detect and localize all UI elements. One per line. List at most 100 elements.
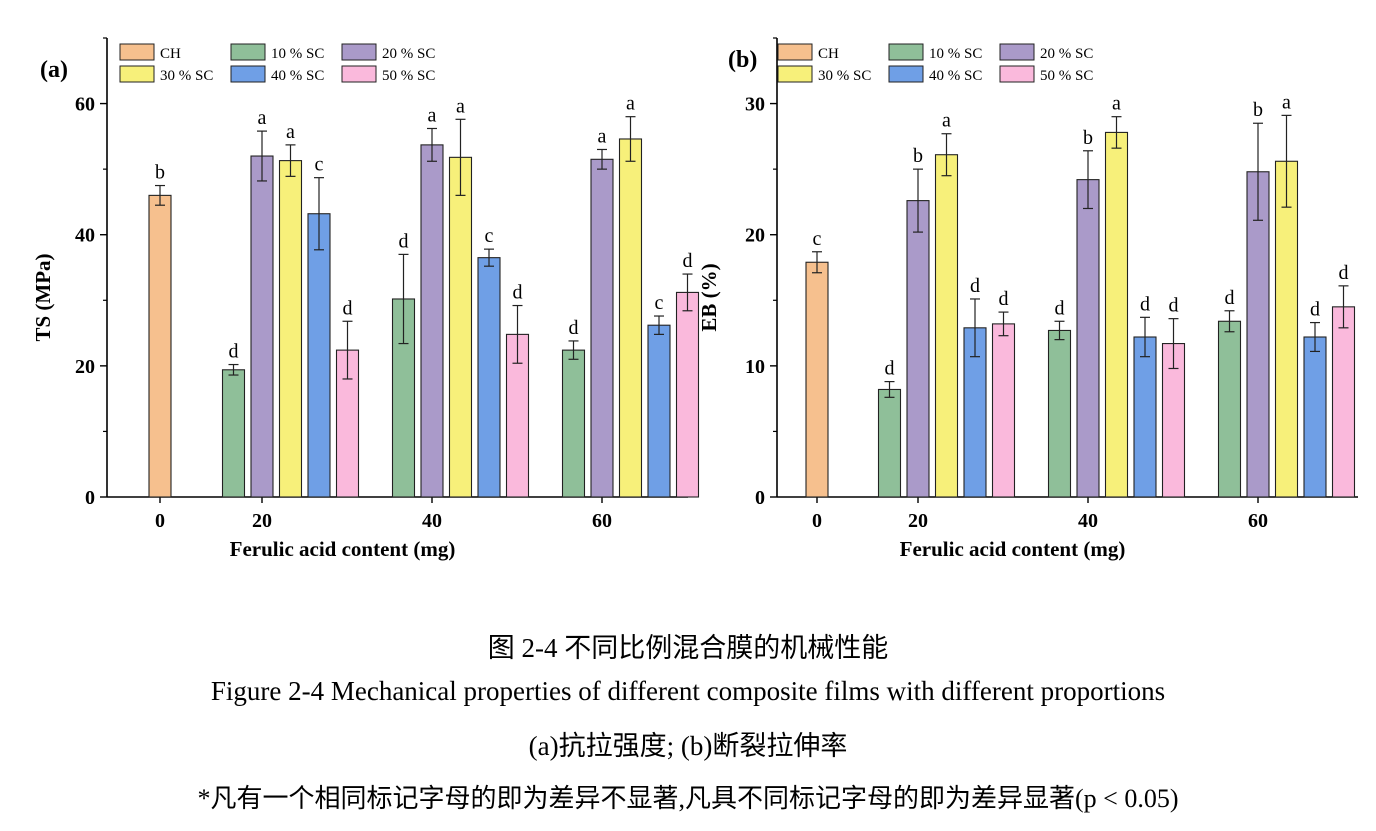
significance-letter: d (399, 230, 409, 252)
y-tick-label: 40 (75, 225, 95, 247)
x-tick-label: 40 (422, 510, 442, 532)
significance-letter: c (315, 154, 324, 176)
y-tick-label: 0 (755, 487, 765, 509)
bar (1331, 306, 1356, 498)
legend-label: 30 % SC (160, 68, 213, 84)
legend-swatch (999, 65, 1035, 83)
significance-letter: d (1140, 293, 1150, 315)
legend-label: 40 % SC (929, 68, 982, 84)
y-tick-label: 10 (745, 356, 765, 378)
x-axis-label: Ferulic acid content (mg) (230, 537, 456, 561)
bar (148, 194, 172, 498)
x-axis-label: Ferulic acid content (mg) (900, 537, 1126, 561)
significance-letter: d (513, 282, 523, 304)
significance-letter: b (155, 162, 165, 184)
legend-swatch (777, 65, 813, 83)
panel-label: (a) (40, 57, 68, 83)
bar (420, 144, 444, 498)
bar (1047, 329, 1072, 498)
significance-letter: b (1253, 99, 1263, 121)
legend-label: 20 % SC (382, 46, 435, 62)
legend-label: CH (160, 46, 181, 62)
legend-swatch (230, 43, 266, 61)
legend-swatch (888, 65, 924, 83)
figure-charts: 0 20 40 60 TS (MPa) Ferulic acid content (mg)… (31, 37, 1358, 561)
bar (250, 155, 274, 498)
significance-letter: d (1225, 287, 1235, 309)
significance-letter: a (1282, 91, 1291, 113)
legend-swatch (341, 65, 377, 83)
y-tick-label: 60 (75, 94, 95, 116)
bar (877, 388, 902, 498)
significance-letter: c (655, 292, 664, 314)
bar (221, 369, 246, 498)
y-tick-label: 30 (745, 94, 765, 116)
bar (590, 158, 614, 498)
legend-swatch (119, 65, 155, 83)
x-tick-label: 20 (908, 510, 928, 532)
significance-letter: d (569, 317, 579, 339)
legend-swatch (119, 43, 155, 61)
bar (991, 323, 1016, 498)
bar (1076, 179, 1100, 498)
y-tick-label: 20 (745, 225, 765, 247)
bar (647, 324, 671, 498)
bar (1104, 131, 1129, 498)
legend-swatch (777, 43, 813, 61)
bar (618, 138, 643, 498)
significance-letter: d (1310, 299, 1320, 321)
bar (561, 349, 586, 498)
legend-label: 20 % SC (1040, 46, 1093, 62)
bar (448, 156, 473, 498)
bar (1133, 336, 1157, 498)
significance-letter: c (813, 228, 822, 250)
significance-letter: d (343, 297, 353, 319)
x-tick-label: 60 (592, 510, 612, 532)
legend-swatch (341, 43, 377, 61)
caption-english: Figure 2-4 Mechanical properties of diff… (210, 676, 1166, 706)
significance-letter: a (258, 107, 267, 129)
significance-letter: d (885, 358, 895, 380)
legend-swatch (888, 43, 924, 61)
x-tick-label: 40 (1078, 510, 1098, 532)
significance-letter: d (970, 275, 980, 297)
bar (278, 160, 303, 498)
legend-label: 10 % SC (271, 46, 324, 62)
bar (1303, 336, 1327, 498)
x-tick-label: 0 (812, 510, 822, 532)
bar (805, 261, 829, 498)
bar (1217, 320, 1242, 498)
significance-letter: a (286, 121, 295, 143)
x-tick-label: 60 (1248, 510, 1268, 532)
y-axis-label: EB (%) (697, 263, 721, 331)
bar (307, 213, 331, 498)
significance-letter: d (1055, 297, 1065, 319)
significance-letter: d (683, 250, 693, 272)
legend-label: 50 % SC (382, 68, 435, 84)
significance-letter: a (1112, 93, 1121, 115)
significance-letter: b (1083, 127, 1093, 149)
significance-letter: d (229, 341, 239, 363)
significance-letter: d (1169, 295, 1179, 317)
panel-label: (b) (728, 47, 757, 73)
legend-swatch (230, 65, 266, 83)
legend-label: 50 % SC (1040, 68, 1093, 84)
significance-letter: b (913, 145, 923, 167)
legend-label: 30 % SC (818, 68, 871, 84)
caption-subpanels: (a)抗拉强度; (b)断裂拉伸率 (528, 731, 848, 761)
significance-letter: d (999, 288, 1009, 310)
legend-label: 10 % SC (929, 46, 982, 62)
significance-letter: a (428, 104, 437, 126)
x-tick-label: 20 (252, 510, 272, 532)
caption-chinese: 图 2-4 不同比例混合膜的机械性能 (487, 633, 889, 663)
significance-letter: a (598, 125, 607, 147)
bar (675, 291, 700, 498)
bar (1274, 160, 1299, 498)
caption-significance-note: *凡有一个相同标记字母的即为差异不显著,凡具不同标记字母的即为差异显著(p < … (197, 784, 1179, 813)
x-tick-label: 0 (155, 510, 165, 532)
significance-letter: d (1339, 262, 1349, 284)
significance-letter: a (456, 95, 465, 117)
bar (934, 154, 959, 498)
bar (477, 257, 501, 498)
y-tick-label: 20 (75, 356, 95, 378)
